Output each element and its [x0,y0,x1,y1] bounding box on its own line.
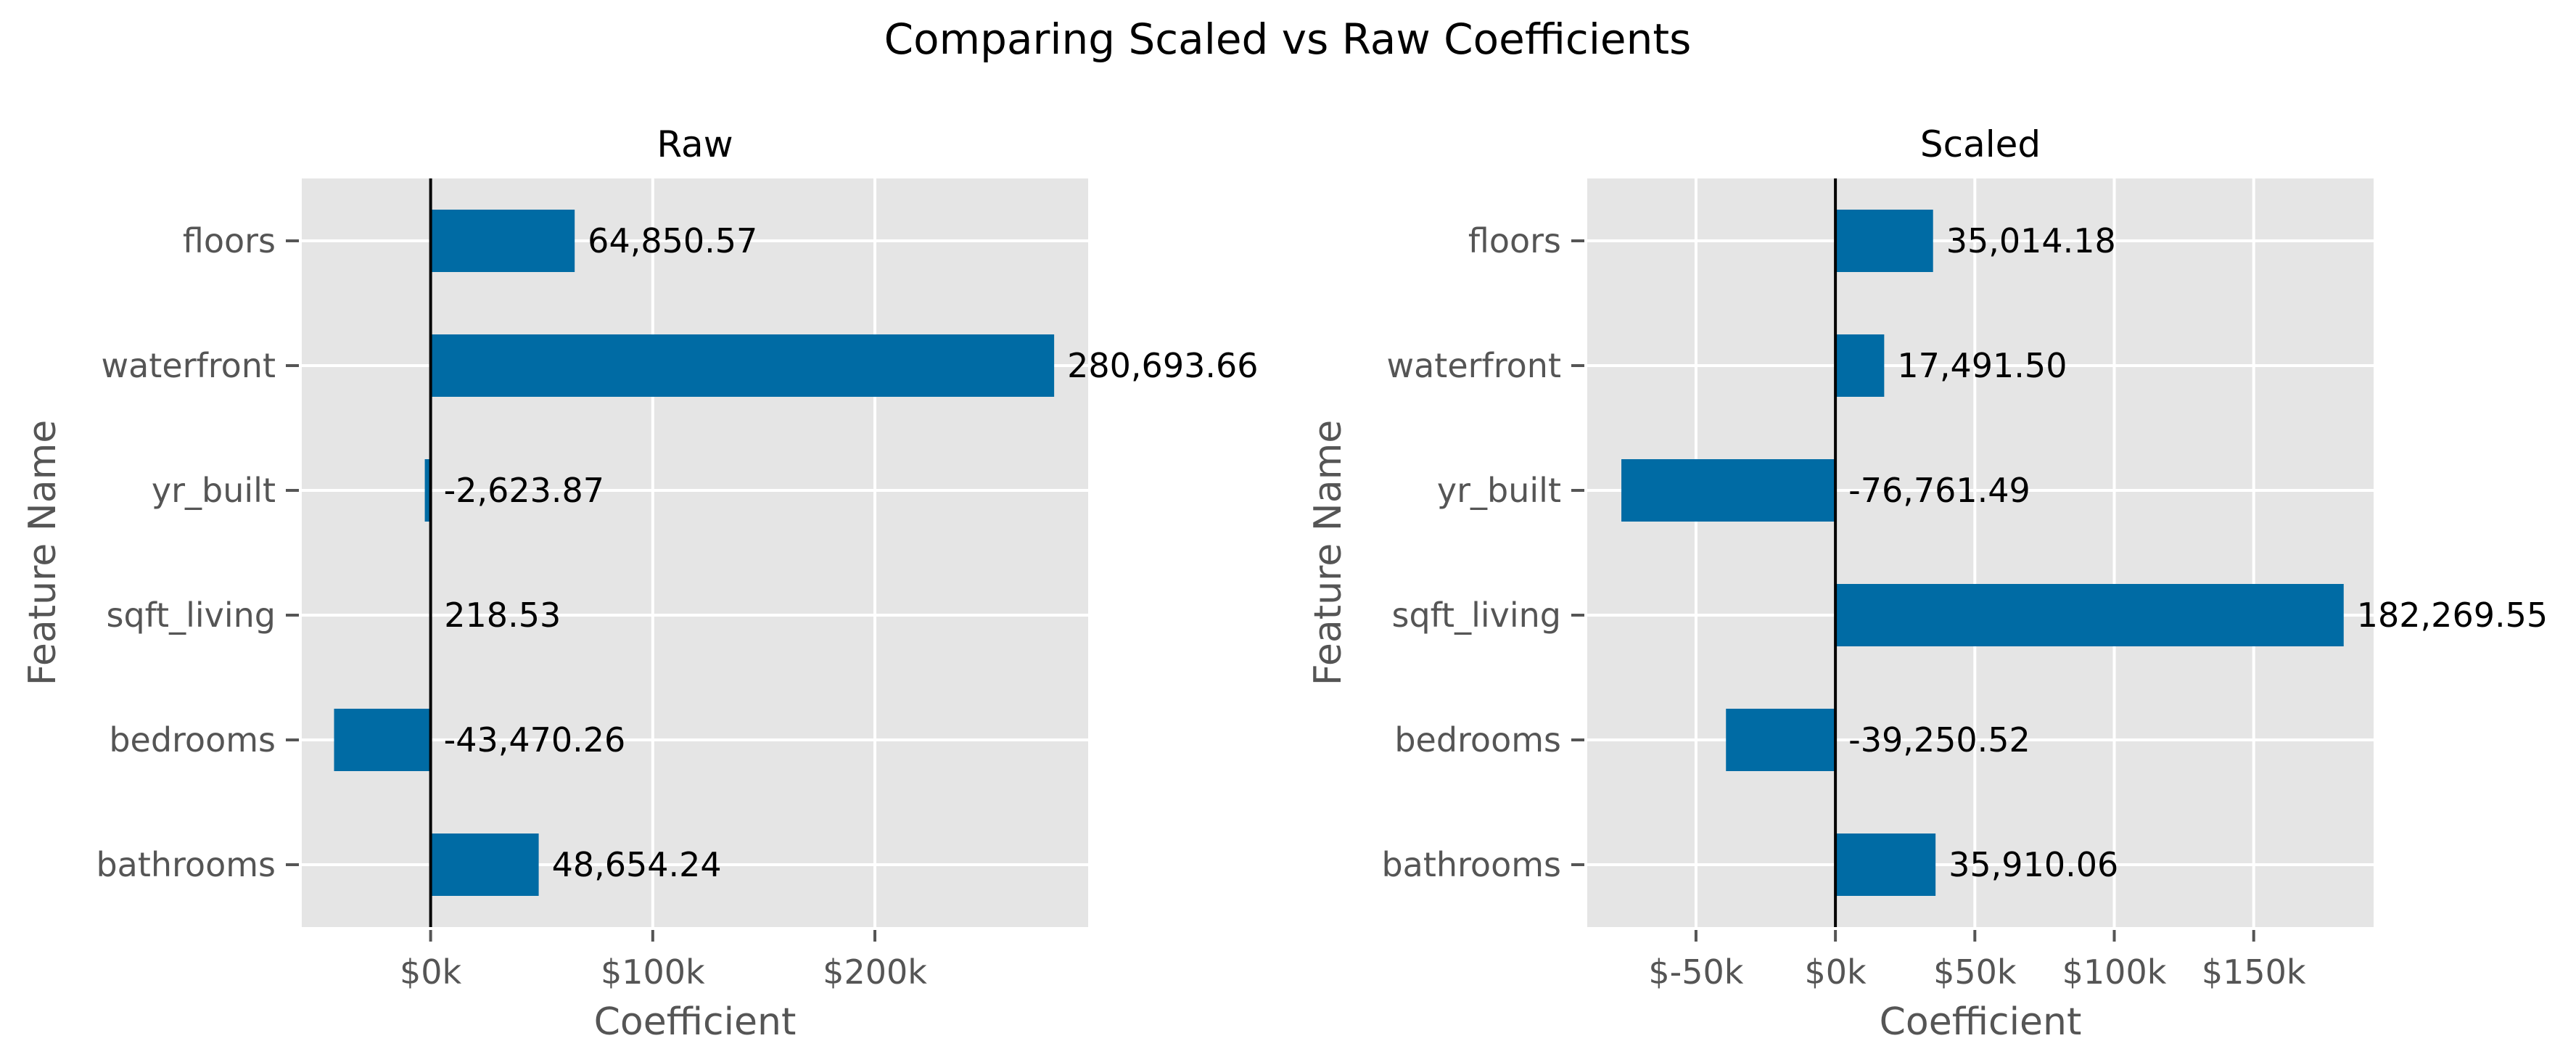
scaled-bar-bathrooms [1835,833,1936,896]
raw-ytick-label-yr_built: yr_built [152,471,276,510]
scaled-value-label-waterfront: 17,491.50 [1897,346,2067,385]
scaled-ytick-label-sqft_living: sqft_living [1391,596,1561,635]
raw-bars [334,210,1055,896]
scaled-ytick-label-bedrooms: bedrooms [1394,720,1561,760]
scaled-value-label-floors: 35,014.18 [1946,221,2116,260]
raw-y-axis-label: Feature Name [21,420,65,686]
raw-bar-bathrooms [430,833,539,896]
raw-value-label-bathrooms: 48,654.24 [552,845,722,884]
scaled-y-axis-label: Feature Name [1306,420,1350,686]
raw-value-label-yr_built: -2,623.87 [444,471,604,510]
raw-y-ticks: bathrooms bedrooms sqft_living yr_built wate… [96,221,299,884]
scaled-bar-sqft_living [1835,584,2344,646]
raw-bar-waterfront [430,334,1055,397]
raw-value-label-floors: 64,850.57 [588,221,757,260]
scaled-ytick-label-waterfront: waterfront [1387,346,1562,385]
scaled-x-ticks: $-50k $0k $50k $100k $150k [1648,930,2306,992]
scaled-bar-waterfront [1835,334,1885,397]
raw-xtick-label-2: $200k [823,952,927,992]
raw-plot-area [302,178,1088,927]
scaled-ytick-label-yr_built: yr_built [1437,471,1561,510]
raw-panel-title: Raw [657,123,733,165]
scaled-y-ticks: bathrooms bedrooms sqft_living yr_built wate… [1381,221,1584,884]
scaled-ytick-label-bathrooms: bathrooms [1381,845,1561,884]
scaled-value-label-yr_built: -76,761.49 [1848,471,2030,510]
raw-bar-yr_built [424,459,431,522]
scaled-bars [1621,210,2344,896]
raw-x-ticks: $0k $100k $200k [400,930,927,992]
scaled-xtick-label-0: $-50k [1648,952,1743,992]
scaled-bar-floors [1835,210,1933,272]
scaled-panel-title: Scaled [1920,123,2041,165]
scaled-value-label-sqft_living: 182,269.55 [2357,596,2548,635]
scaled-x-axis-label: Coefficient [1880,1000,2082,1044]
raw-bar-bedrooms [334,709,431,771]
scaled-bar-labels: 35,910.06 -39,250.52 182,269.55 -76,761.49 1… [1848,221,2548,884]
scaled-bar-bedrooms [1726,709,1836,771]
raw-ytick-label-bedrooms: bedrooms [109,720,276,760]
raw-ytick-label-bathrooms: bathrooms [96,845,276,884]
raw-bar-floors [430,210,575,272]
scaled-panel: bathrooms bedrooms sqft_living yr_built wate… [1306,123,2548,1044]
raw-xtick-label-1: $100k [601,952,705,992]
raw-value-label-sqft_living: 218.53 [444,596,561,635]
scaled-value-label-bathrooms: 35,910.06 [1949,845,2118,884]
scaled-bar-yr_built [1621,459,1836,522]
raw-ytick-label-floors: floors [183,221,276,260]
raw-ytick-label-sqft_living: sqft_living [106,596,276,635]
scaled-xtick-label-4: $150k [2202,952,2306,992]
raw-value-label-bedrooms: -43,470.26 [444,720,626,760]
raw-xtick-label-0: $0k [400,952,462,992]
scaled-value-label-bedrooms: -39,250.52 [1848,720,2030,760]
scaled-xtick-label-1: $0k [1805,952,1867,992]
raw-value-label-waterfront: 280,693.66 [1067,346,1258,385]
raw-x-axis-label: Coefficient [594,1000,797,1044]
scaled-xtick-label-2: $50k [1933,952,2017,992]
figure-title: Comparing Scaled vs Raw Coefficients [884,15,1692,64]
scaled-ytick-label-floors: floors [1468,221,1561,260]
raw-ytick-label-waterfront: waterfront [102,346,276,385]
scaled-plot-area [1587,178,2374,927]
scaled-xtick-label-3: $100k [2062,952,2167,992]
raw-panel: bathrooms bedrooms sqft_living yr_built wate… [21,123,1259,1044]
raw-bar-labels: 48,654.24 -43,470.26 218.53 -2,623.87 280,69… [444,221,1259,884]
